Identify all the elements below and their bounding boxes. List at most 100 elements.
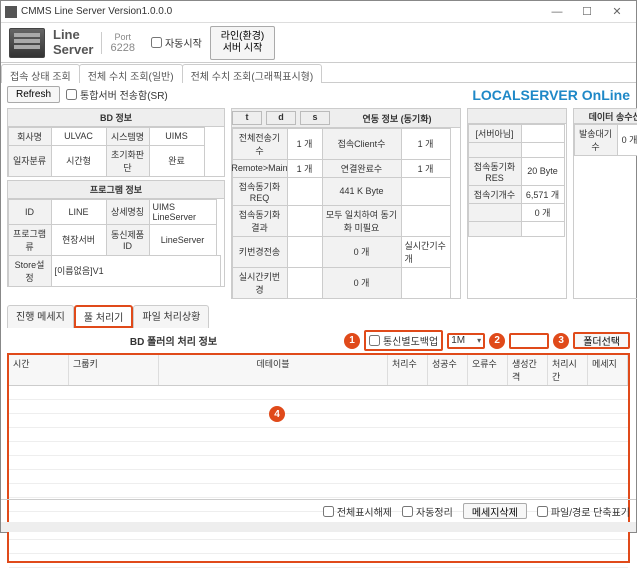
prog-type-value: 현장서버 [51,224,107,256]
tab-all-values-normal[interactable]: 전체 수치 조회(일반) [79,64,183,83]
prog-type-label: 프로그램류 [8,224,52,256]
bd-system-value: UIMS [149,127,205,146]
subtab-file-status[interactable]: 파일 처리상황 [133,305,209,328]
maximize-button[interactable]: ☐ [572,3,602,21]
marker-3: 3 [553,333,569,349]
col-error: 오류수 [468,355,508,385]
prog-detail-label: 상세명칭 [106,199,150,225]
col-time: 시간 [9,355,69,385]
bd-init-value: 완료 [149,145,205,177]
subtabs: 진행 메세지 풀 처리기 파일 처리상황 [7,305,630,328]
col-proctime: 처리시간 [548,355,588,385]
path-box[interactable] [509,333,549,349]
col-msg: 메세지 [588,355,628,385]
auto-start-label: 자동시작 [165,35,202,50]
port-label: Port [110,32,134,42]
send-recv-panel: 데이터 송수신 상태 Clear 발송대기수 0 개 SendingSkip 0… [573,108,637,299]
tab-connection-status[interactable]: 접속 상태 조회 [1,64,80,83]
tab-all-values-graphic[interactable]: 전체 수치 조회(그래픽표시형) [182,64,323,83]
server-icon [9,28,45,58]
folder-select-button[interactable]: 폴더선택 [573,332,630,349]
toolbar: Refresh 통합서버 전송함(SR) LOCALSERVER OnLine [1,83,636,106]
minimize-button[interactable]: — [542,3,572,21]
send-wait-value: 0 개 [617,124,637,156]
auto-start-checkbox[interactable]: 자동시작 [151,35,202,50]
short-path-label: 파일/경로 단축표기 [551,504,630,519]
table-body[interactable]: 4 [9,386,628,576]
delete-messages-button[interactable]: 메세지삭제 [463,503,527,519]
start-server-button[interactable]: 라인(환경) 서버 시작 [210,26,275,60]
footer: 전체표시해제 자동정리 메세지삭제 파일/경로 단축표기 [1,499,636,522]
brand-line1: Line [53,28,93,42]
polling-title: BD 폴러의 처리 정보 [7,333,340,348]
marker-4: 4 [269,406,285,422]
online-status: LOCALSERVER OnLine [472,87,630,103]
prog-store-value: [이름없음]V1 [51,255,221,287]
program-info-title: 프로그램 정보 [8,181,224,199]
program-info-panel: 프로그램 정보 ID LINE 상세명칭 UIMS LineServer 프로그… [7,180,225,287]
bd-datetype-label: 일자분류 [8,145,52,177]
col-interval: 생성간격 [508,355,548,385]
marker-1: 1 [344,333,360,349]
marker-2: 2 [489,333,505,349]
subtab-poll-processor[interactable]: 풀 처리기 [74,305,134,328]
bd-system-label: 시스템명 [106,127,150,146]
prog-store-label: Store설정 [8,255,52,287]
titlebar: CMMS Line Server Version1.0.0.0 — ☐ ✕ [1,1,636,23]
integrated-send-input[interactable] [66,89,77,100]
comm-backup-label: 통신별도백업 [383,333,438,348]
info-grid: BD 정보 회사명 ULVAC 시스템명 UIMS 일자분류 시간형 초기화판단… [1,106,636,303]
short-path-checkbox[interactable]: 파일/경로 단축표기 [537,504,630,519]
interval-value: 1M [451,335,465,346]
integrated-send-label: 통합서버 전송함(SR) [80,87,168,102]
prog-comm-value: LineServer [149,224,217,256]
subtab-messages[interactable]: 진행 메세지 [7,305,74,328]
col-success: 성공수 [428,355,468,385]
short-path-input[interactable] [537,506,548,517]
auto-clean-checkbox[interactable]: 자동정리 [402,504,453,519]
show-all-off-input[interactable] [323,506,334,517]
refresh-button[interactable]: Refresh [7,86,60,103]
col-groupkey: 그룹키 [69,355,159,385]
prog-id-label: ID [8,199,52,225]
interval-combo[interactable]: 1M [447,333,485,349]
bd-info-title: BD 정보 [8,109,224,127]
app-header: Line Server Port 6228 자동시작 라인(환경) 서버 시작 [1,23,636,63]
bd-init-label: 초기화판단 [106,145,150,177]
mini-t[interactable]: t [232,111,262,125]
linked-info-panel: t d s 연동 정보 (동기화) 전체전송기수1 개접속Client수1 개R… [231,108,461,299]
brand: Line Server [53,28,93,57]
auto-clean-label: 자동정리 [416,504,453,519]
app-icon [5,6,17,18]
auto-start-input[interactable] [151,37,162,48]
comm-backup-input[interactable] [369,335,380,346]
prog-comm-label: 동신제품ID [106,224,150,256]
comm-backup-checkbox[interactable]: 통신별도백업 [364,330,443,351]
mini-s[interactable]: s [300,111,330,125]
send-title: 데이터 송수신 상태 [577,110,637,123]
send-wait-label: 발송대기수 [574,124,618,156]
main-tabs: 접속 상태 조회 전체 수치 조회(일반) 전체 수치 조회(그래픽표시형) [1,63,636,83]
window-title: CMMS Line Server Version1.0.0.0 [21,6,542,17]
col-proc: 처리수 [388,355,428,385]
mini-d[interactable]: d [266,111,296,125]
statusbar [1,522,636,532]
prog-detail-value: UIMS LineServer [149,199,217,225]
table-header: 시간 그룹키 데테이블 처리수 성공수 오류수 생성간격 처리시간 메세지 [9,355,628,386]
prog-id-value: LINE [51,199,107,225]
brand-line2: Server [53,43,93,57]
bd-company-label: 회사명 [8,127,52,146]
port-value: 6228 [110,42,134,54]
auto-clean-input[interactable] [402,506,413,517]
show-all-off-label: 전체표시해제 [337,504,392,519]
bd-datetype-value: 시간형 [51,145,107,177]
integrated-send-checkbox[interactable]: 통합서버 전송함(SR) [66,87,168,102]
linked-title: 연동 정보 (동기화) [334,112,460,125]
port-box: Port 6228 [101,32,142,54]
polling-header: BD 폴러의 처리 정보 1 통신별도백업 1M 2 3 폴더선택 [1,328,636,353]
bd-company-value: ULVAC [51,127,107,146]
bd-info-panel: BD 정보 회사명 ULVAC 시스템명 UIMS 일자분류 시간형 초기화판단… [7,108,225,177]
show-all-off-checkbox[interactable]: 전체표시해제 [323,504,392,519]
col-detable: 데테이블 [159,355,388,385]
close-button[interactable]: ✕ [602,3,632,21]
